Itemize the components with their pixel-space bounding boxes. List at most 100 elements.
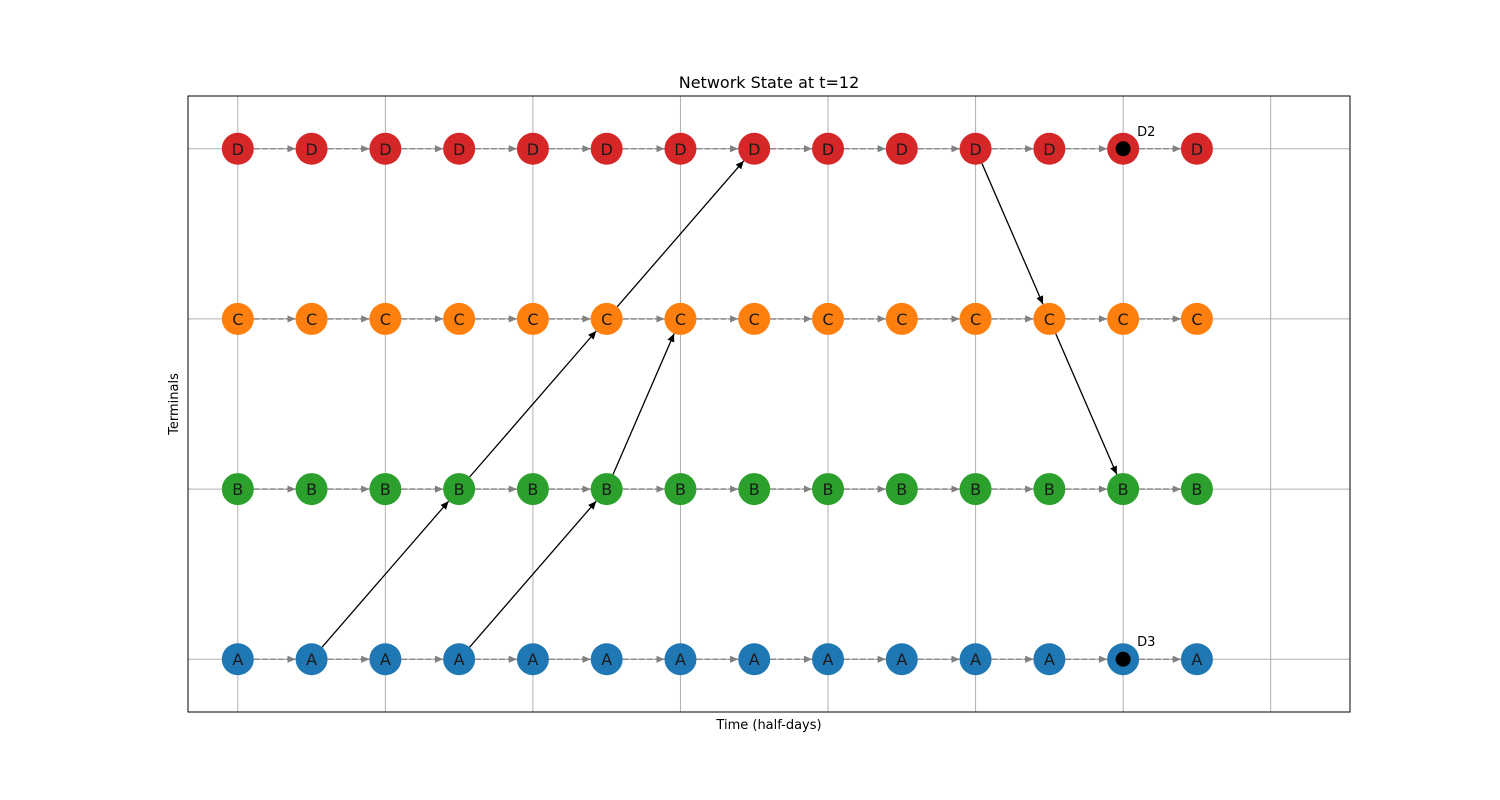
node-label: C [1044,310,1055,329]
terminal-node [664,302,697,335]
terminal-node [812,132,845,165]
terminal-node [221,643,254,676]
node-label: C [527,310,538,329]
node-label: D [1043,140,1055,159]
terminal-node [959,473,992,506]
grid [188,96,1350,712]
node-label: C [380,310,391,329]
terminal-node [885,643,918,676]
node-label: B [749,480,760,499]
node-label: C [601,310,612,329]
node-label: B [1044,480,1055,499]
annotation-dot [1115,141,1131,157]
terminal-node [516,302,549,335]
terminal-node [590,643,623,676]
node-label: A [454,650,465,669]
terminal-node [738,473,771,506]
node-label: C [1191,310,1202,329]
movement-edge [612,333,675,475]
terminal-node [369,302,402,335]
terminal-node [812,643,845,676]
node-label: D [969,140,981,159]
node-label: B [601,480,612,499]
hold-edges [253,145,1181,663]
node-label: C [306,310,317,329]
node-label: D [379,140,391,159]
terminal-node [443,302,476,335]
terminal-node [959,643,992,676]
terminal-node [959,302,992,335]
terminal-node [1107,473,1140,506]
annotation-label: D2 [1137,125,1155,140]
terminal-node [295,643,328,676]
terminal-node [959,132,992,165]
node-label: B [232,480,243,499]
movement-edges [321,160,1118,648]
movement-edge [981,163,1044,305]
terminal-node [1180,132,1213,165]
node-label: A [1191,650,1202,669]
node-label: A [232,650,243,669]
node-label: D [601,140,613,159]
node-label: A [675,650,686,669]
terminal-node [1033,473,1066,506]
terminal-node [1033,643,1066,676]
terminal-node [1033,302,1066,335]
annotations: D2 D3 [1115,125,1155,667]
terminal-node [516,643,549,676]
node-label: D [527,140,539,159]
node-label: B [306,480,317,499]
terminal-node [516,473,549,506]
node-label: B [896,480,907,499]
annotation-dot [1115,651,1131,667]
node-label: B [970,480,981,499]
node-label: C [896,310,907,329]
x-axis-label: Time (half-days) [715,718,821,733]
terminal-node [221,302,254,335]
terminal-node [1180,643,1213,676]
terminal-node [221,473,254,506]
terminal-node [369,132,402,165]
terminal-node [1033,132,1066,165]
node-label: B [1191,480,1202,499]
movement-edge [469,500,597,648]
node-label: C [822,310,833,329]
node-label: A [1044,650,1055,669]
node-label: B [454,480,465,499]
terminal-node [1180,473,1213,506]
node-label: A [380,650,391,669]
plot-frame [187,95,1351,713]
node-label: D [674,140,686,159]
terminal-node [738,132,771,165]
terminal-node [516,132,549,165]
node-label: C [232,310,243,329]
node-label: C [675,310,686,329]
terminal-node [443,473,476,506]
node-label: B [823,480,834,499]
node-label: D [453,140,465,159]
node-label: D [1191,140,1203,159]
node-label: A [306,650,317,669]
terminal-node [812,473,845,506]
node-label: B [1118,480,1129,499]
node-label: A [601,650,612,669]
terminal-node [590,302,623,335]
node-label: D [896,140,908,159]
node-label: C [749,310,760,329]
node-label: D [748,140,760,159]
node-label: B [527,480,538,499]
terminal-node [369,643,402,676]
terminal-node [590,132,623,165]
node-label: C [1118,310,1129,329]
node-label: A [823,650,834,669]
terminal-node [1107,302,1140,335]
annotation-label: D3 [1137,635,1155,650]
terminal-node [885,473,918,506]
terminal-node [664,132,697,165]
terminal-node [221,132,254,165]
node-label: A [970,650,981,669]
node-label: D [822,140,834,159]
chart-title: Network State at t=12 [679,73,860,92]
node-label: A [749,650,760,669]
terminal-node [1180,302,1213,335]
